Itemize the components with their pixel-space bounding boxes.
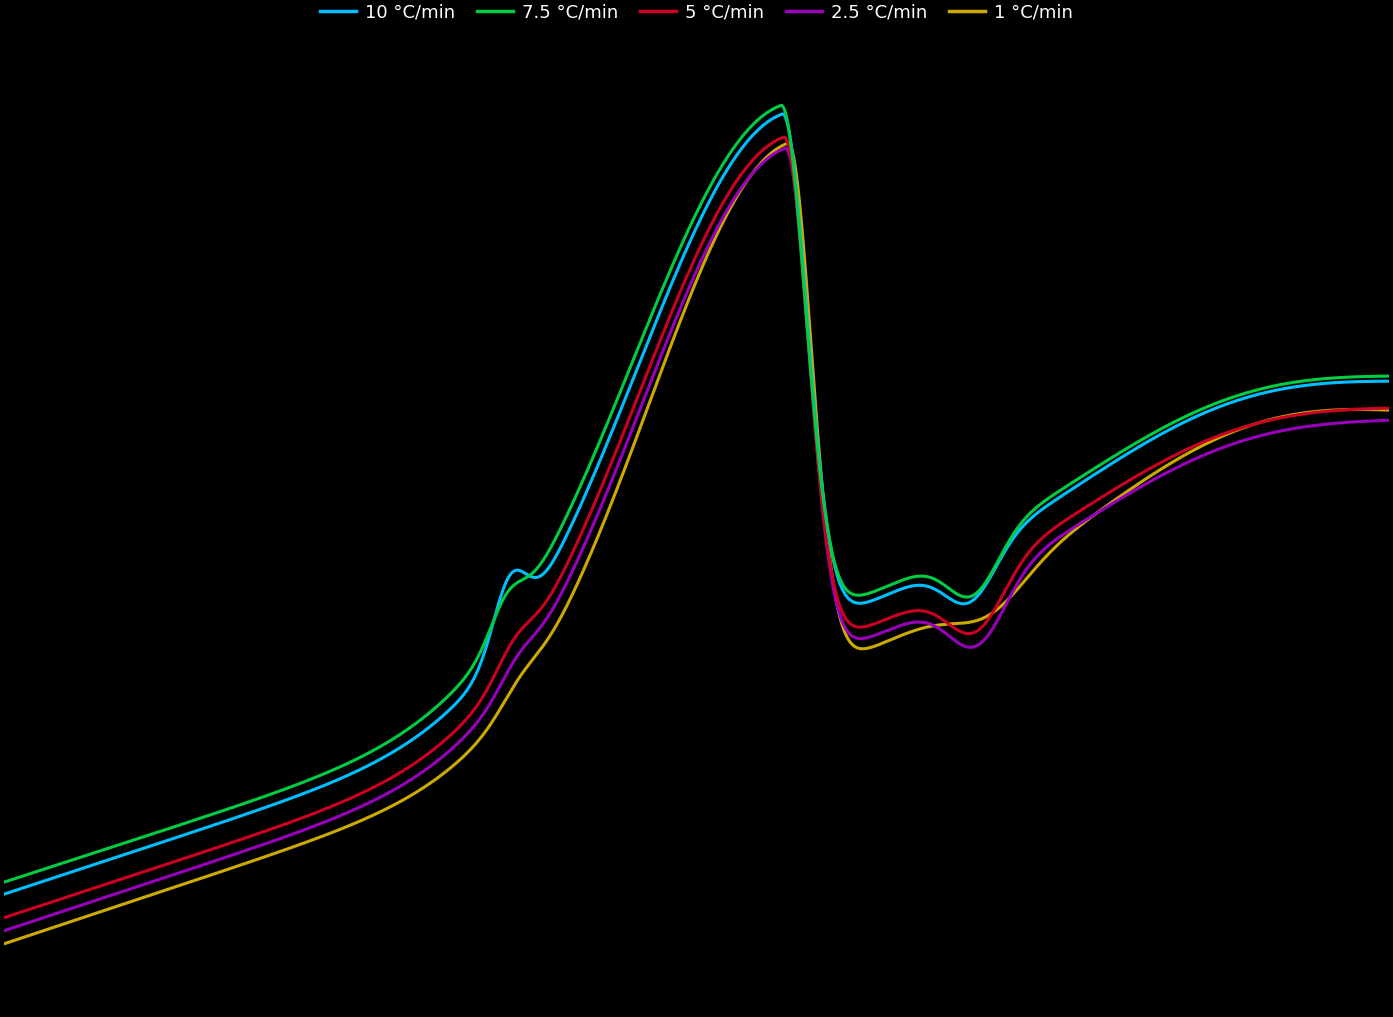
Legend: 10 °C/min, 7.5 °C/min, 5 °C/min, 2.5 °C/min, 1 °C/min: 10 °C/min, 7.5 °C/min, 5 °C/min, 2.5 °C/… (313, 0, 1080, 28)
